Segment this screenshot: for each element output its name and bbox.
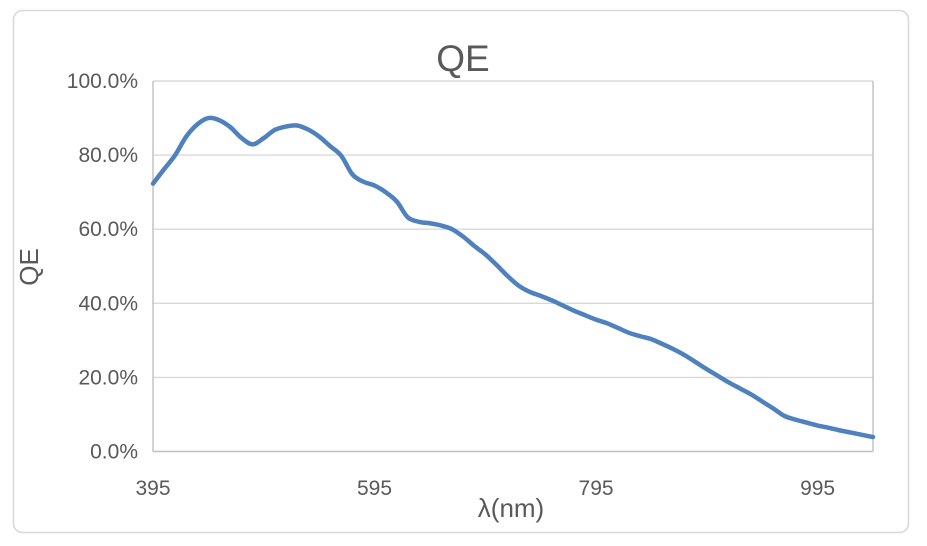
y-tick-label: 20.0% <box>78 366 138 389</box>
y-axis-title: QE <box>14 248 44 286</box>
x-axis-title: λ(nm) <box>478 493 544 523</box>
y-tick-label: 60.0% <box>78 218 138 241</box>
y-axis-tick-labels: 0.0% 20.0% 40.0% 60.0% 80.0% 100.0% <box>67 70 138 464</box>
x-tick-label: 395 <box>135 477 170 500</box>
x-tick-label: 995 <box>800 477 835 500</box>
y-tick-label: 100.0% <box>67 70 138 93</box>
y-tick-label: 80.0% <box>78 144 138 167</box>
gridlines <box>153 80 873 379</box>
y-tick-label: 40.0% <box>78 292 138 315</box>
x-axis-tick-labels: 395 595 795 995 <box>135 477 835 500</box>
chart-area-border <box>12 9 910 534</box>
y-tick-label: 0.0% <box>90 441 138 464</box>
chart-title: QE <box>436 38 489 79</box>
qe-series-line <box>150 115 876 440</box>
axis-lines <box>152 81 874 453</box>
x-tick-label: 795 <box>579 477 614 500</box>
x-tick-label: 595 <box>357 477 392 500</box>
